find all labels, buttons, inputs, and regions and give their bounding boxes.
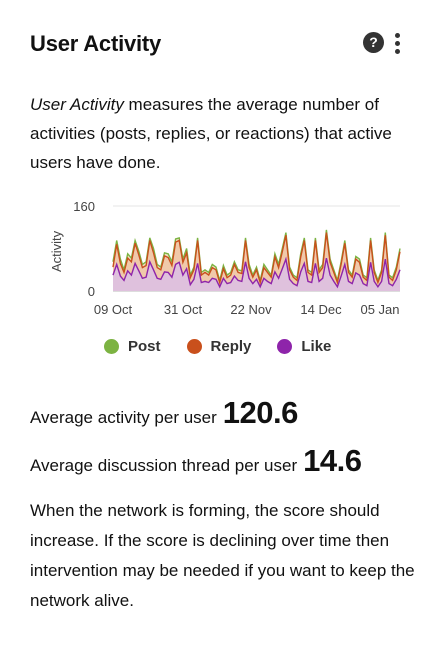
footer-note: When the network is forming, the score s… [30,501,415,610]
card-title: User Activity [30,31,162,56]
question-circle-icon[interactable]: ? [363,32,384,53]
series-line-reply [112,232,401,286]
description: User Activity measures the average numbe… [30,90,420,177]
legend-dot [186,339,202,354]
avg-thread-value: 14.6 [303,443,362,478]
x-tick-label: 09 Oct [94,302,133,317]
series-line-like [112,256,401,289]
x-tick-label: 22 Nov [230,302,272,317]
description-text: measures the average number of activitie… [30,95,392,172]
x-tick-label: 31 Oct [164,302,203,317]
legend-item-post[interactable]: Post [104,338,161,355]
avg-thread-label: Average discussion thread per user [30,456,298,475]
y-tick-label: 0 [88,284,95,299]
y-axis-label: Activity [49,230,64,272]
legend-item-reply[interactable]: Reply [186,338,252,355]
description-term: User Activity [30,95,124,114]
avg-activity-metric: Average activity per user 120.6 [30,395,298,431]
chart-legend: Post Reply Like [104,338,331,355]
x-tick-label: 05 Jan [360,302,399,317]
avg-activity-label: Average activity per user [30,408,217,427]
y-tick-label: 160 [73,199,95,214]
avg-activity-value: 120.6 [222,395,299,430]
legend-dot [104,339,119,354]
legend-item-like[interactable]: Like [277,338,331,355]
legend-label: Post [128,338,161,355]
legend-label: Like [301,338,332,355]
x-tick-label: 14 Dec [300,302,342,317]
activity-chart: Activity 0 160 09 Oct 31 Oct 22 Nov 14 Dec 05… [49,199,401,317]
legend-dot [277,339,293,354]
series-area-like [113,258,400,291]
legend-label: Reply [210,338,252,355]
avg-thread-metric: Average discussion thread per user 14.6 [30,443,362,479]
kebab-menu-icon[interactable] [393,33,401,55]
